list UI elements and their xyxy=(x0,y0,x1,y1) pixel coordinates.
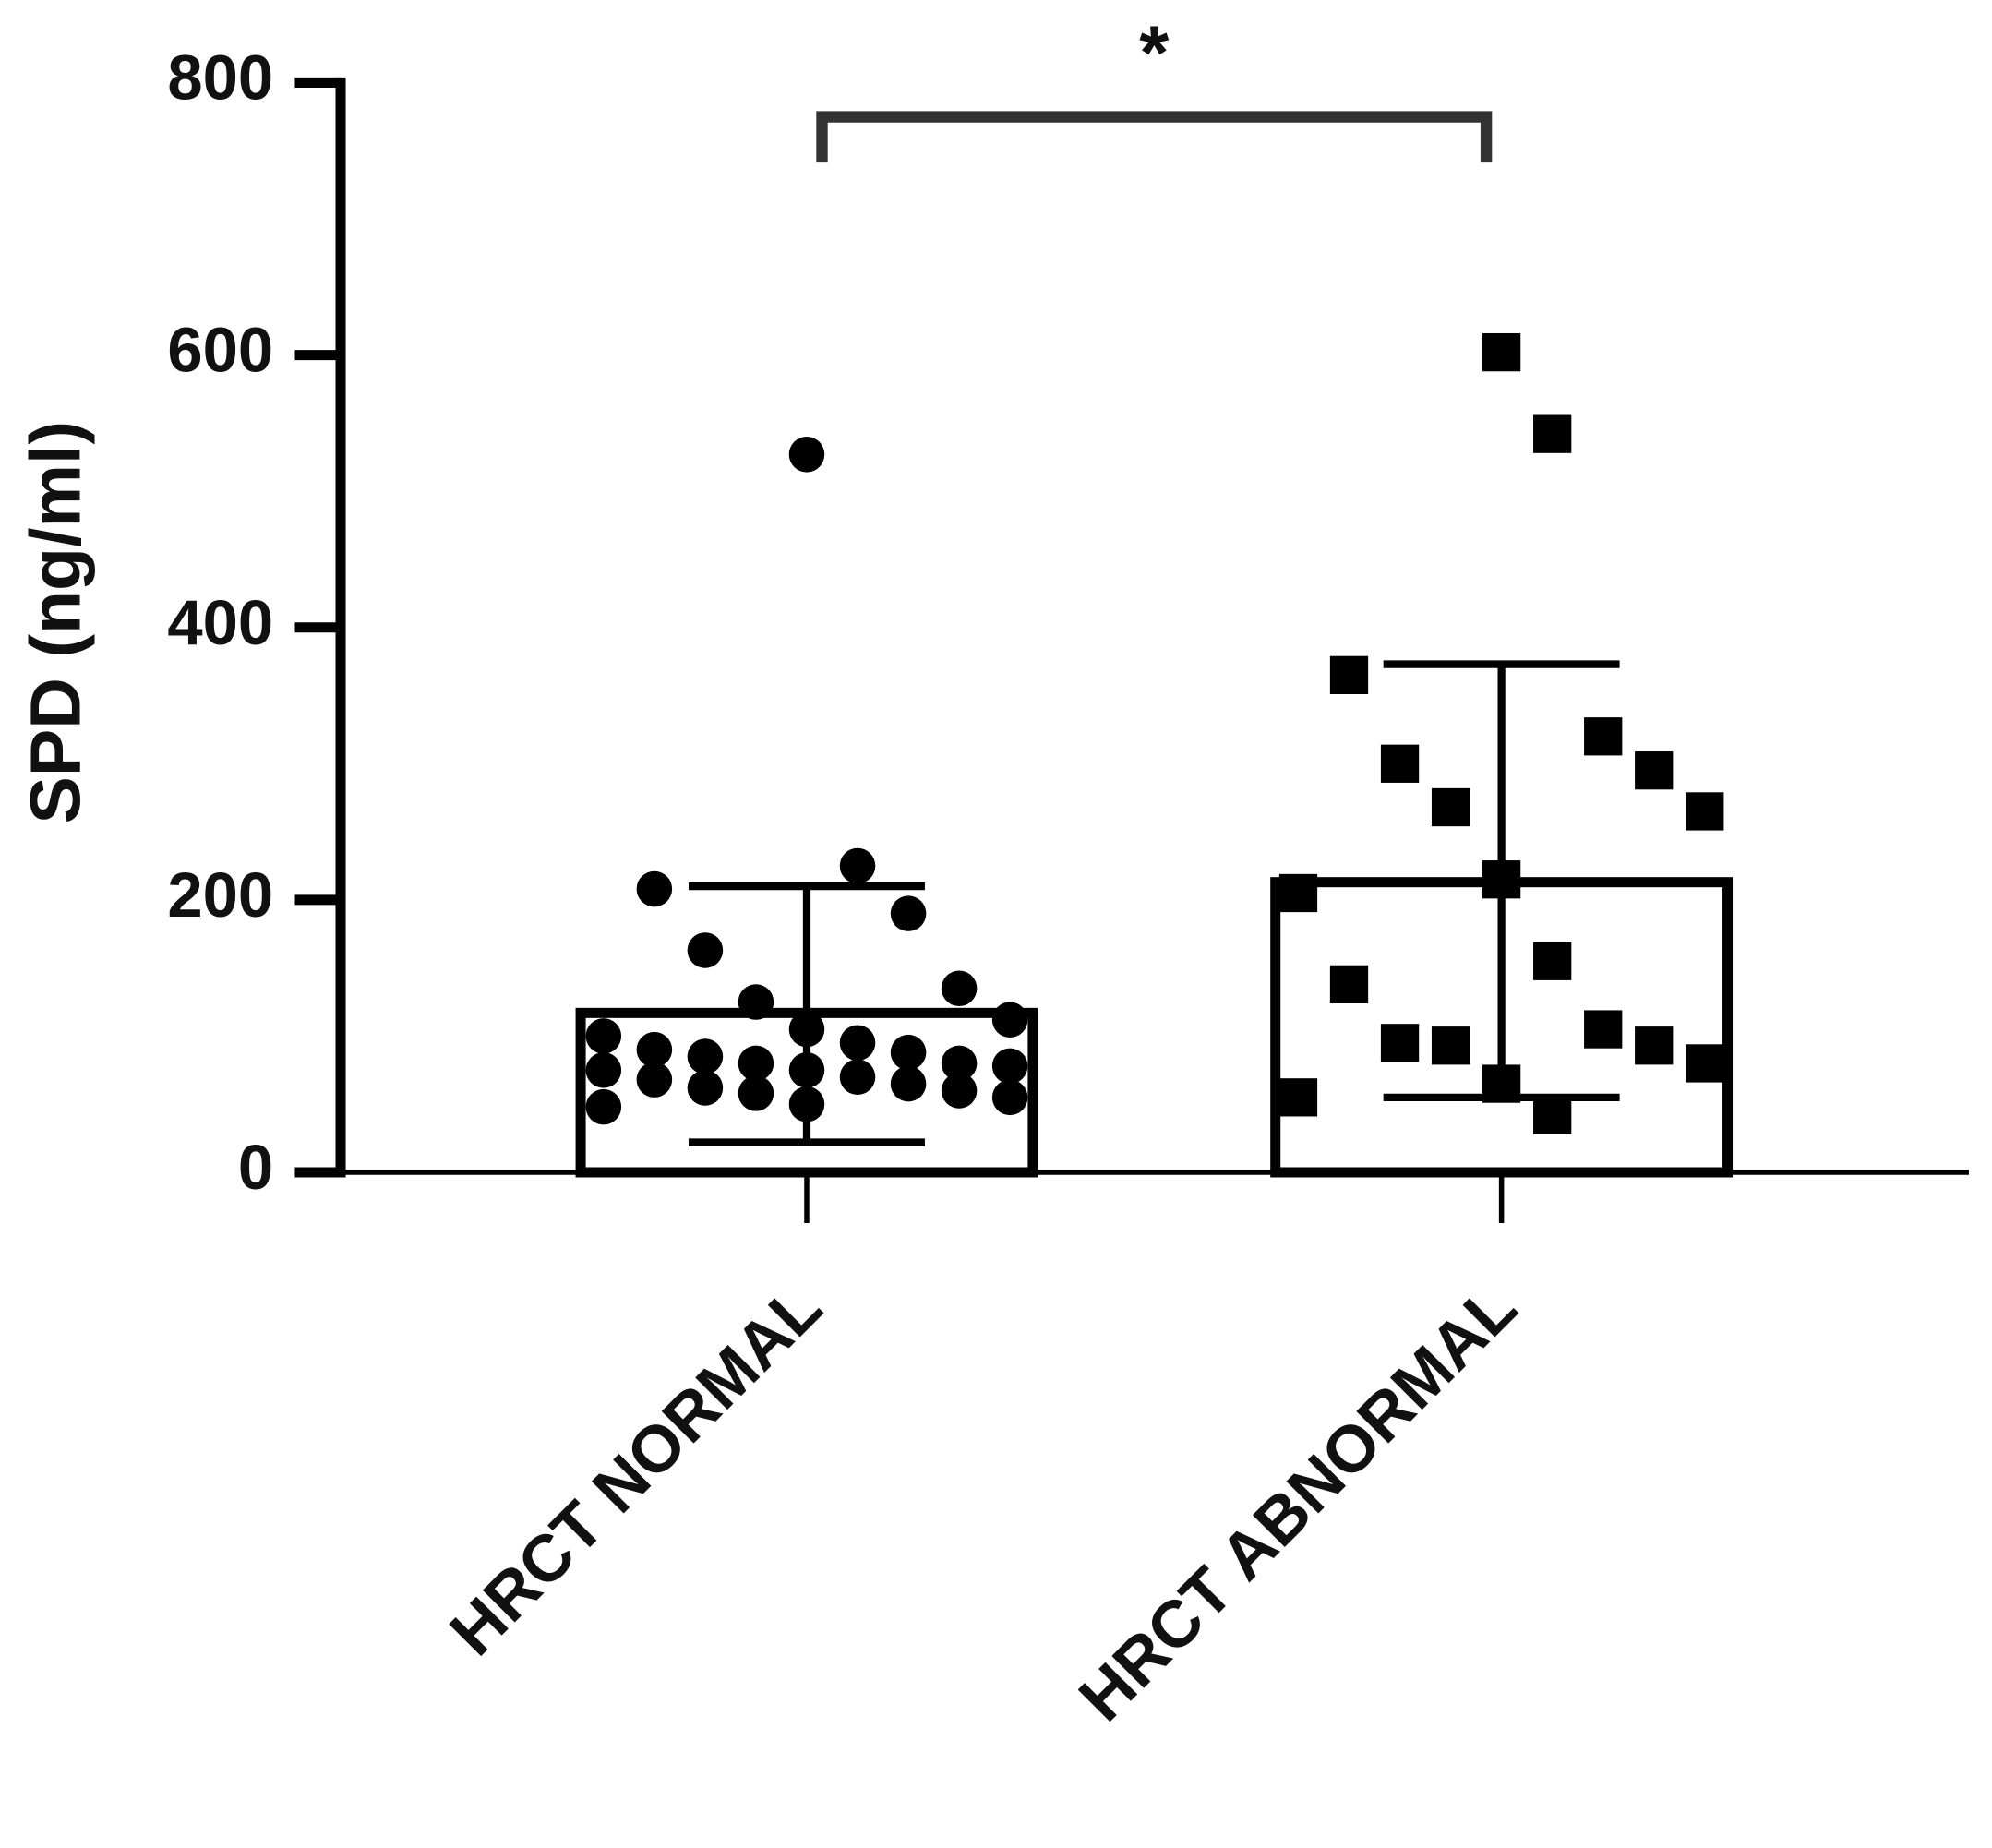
data-point xyxy=(738,1045,774,1082)
data-point xyxy=(687,1070,724,1106)
data-point xyxy=(941,1073,978,1109)
data-point xyxy=(1584,1010,1623,1049)
data-point xyxy=(1482,332,1521,372)
data-point xyxy=(738,984,774,1020)
data-point xyxy=(1329,965,1369,1003)
data-point xyxy=(1584,717,1623,756)
y-tick-label: 600 xyxy=(167,315,273,386)
data-point xyxy=(1686,792,1724,831)
data-point xyxy=(1380,744,1420,783)
data-point xyxy=(1329,655,1369,695)
data-point xyxy=(941,1045,978,1082)
data-point xyxy=(687,1038,724,1074)
data-point xyxy=(991,1079,1028,1116)
data-point xyxy=(839,1025,876,1062)
data-point xyxy=(1635,751,1674,790)
data-point xyxy=(890,1065,927,1102)
data-point xyxy=(1278,873,1318,913)
data-point xyxy=(1533,414,1572,453)
data-point xyxy=(890,1034,927,1071)
data-point xyxy=(1686,1044,1724,1083)
significance-label: * xyxy=(1139,10,1170,95)
data-point xyxy=(585,1018,622,1054)
data-point xyxy=(1380,1024,1420,1062)
data-point xyxy=(585,1088,622,1125)
data-point xyxy=(636,870,673,907)
data-point xyxy=(839,1059,876,1095)
x-tick-label: HRCT NORMAL xyxy=(436,1270,835,1670)
y-tick-label: 200 xyxy=(167,859,273,930)
data-point xyxy=(890,895,927,931)
y-axis-label: SPD (ng/ml) xyxy=(17,421,96,824)
data-point xyxy=(636,1031,673,1068)
data-point xyxy=(687,932,724,968)
data-point xyxy=(636,1062,673,1098)
data-point xyxy=(941,970,978,1007)
significance-bracket xyxy=(816,111,1493,163)
data-point xyxy=(839,847,876,884)
data-point xyxy=(1431,787,1470,827)
data-point xyxy=(991,1048,1028,1085)
data-point xyxy=(991,1002,1028,1038)
data-point xyxy=(585,1052,622,1088)
data-point xyxy=(738,1075,774,1111)
y-tick-label: 400 xyxy=(167,587,273,658)
y-tick-label: 0 xyxy=(238,1132,273,1203)
data-point xyxy=(1278,1078,1318,1117)
data-point xyxy=(1533,1096,1572,1134)
y-tick-label: 800 xyxy=(167,42,273,114)
data-point xyxy=(1431,1026,1470,1065)
data-point xyxy=(788,437,825,473)
data-point xyxy=(1635,1026,1674,1065)
data-point xyxy=(1533,942,1572,980)
x-tick-label: HRCT ABNORMAL xyxy=(1065,1270,1530,1735)
